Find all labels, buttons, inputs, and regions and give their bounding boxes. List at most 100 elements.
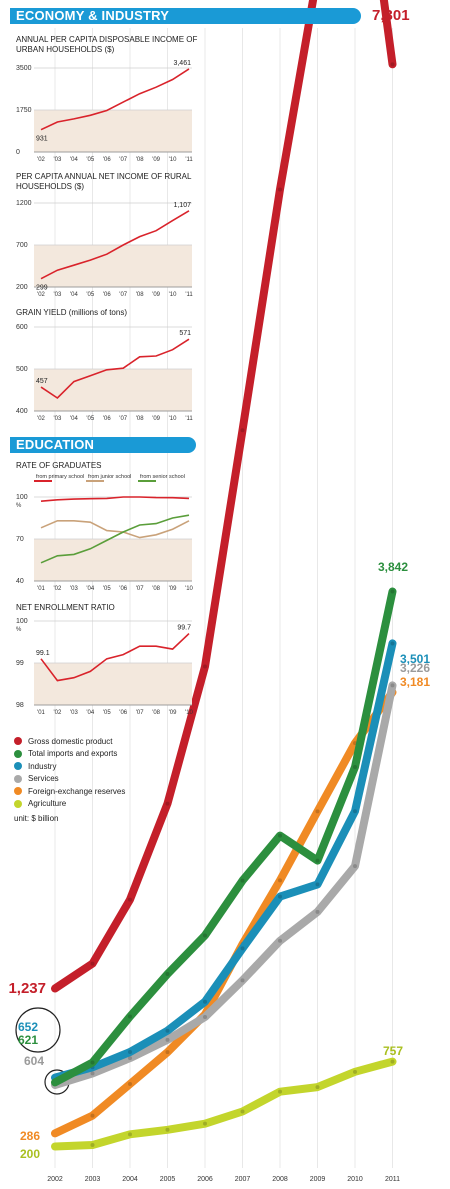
mini-y-tick-label: 100 bbox=[16, 494, 28, 501]
mini-x-tick-label: '06 bbox=[103, 292, 111, 298]
mini-x-tick-label: '09 bbox=[152, 157, 160, 163]
mini-x-tick-label: '06 bbox=[103, 157, 111, 163]
mini-x-tick-label: '10 bbox=[185, 710, 193, 716]
mini-x-tick-label: '03 bbox=[54, 292, 62, 298]
mini-chart-graduates bbox=[34, 496, 192, 582]
mini-x-tick-label: '08 bbox=[136, 416, 144, 422]
legend-swatch-reserves bbox=[14, 787, 22, 796]
mini-series-line bbox=[40, 210, 190, 280]
mini-x-tick-label: '11 bbox=[185, 416, 193, 422]
mini-x-tick-label: '09 bbox=[169, 586, 177, 592]
mini-y-tick-label: 1750 bbox=[16, 107, 32, 114]
mini-x-tick-label: '08 bbox=[152, 710, 160, 716]
series-point bbox=[128, 1014, 132, 1019]
series-start-label: 604 bbox=[24, 1054, 44, 1068]
mini-shade bbox=[34, 663, 192, 705]
enrollment-title: NET ENROLLMENT RATIO bbox=[16, 603, 115, 612]
series-point bbox=[90, 1113, 95, 1118]
series-line-1 bbox=[51, 587, 397, 1087]
series-point bbox=[315, 809, 320, 814]
graduates-title: RATE OF GRADUATES bbox=[16, 461, 102, 470]
mini-x-tick-label: '03 bbox=[70, 710, 78, 716]
series-point bbox=[203, 999, 207, 1004]
series-line-5 bbox=[51, 1057, 397, 1151]
mini-shade bbox=[34, 110, 192, 152]
series-start-label: 652 bbox=[18, 1020, 38, 1034]
series-end-label: 3,501 bbox=[400, 652, 430, 666]
series-point bbox=[240, 878, 245, 883]
legend-swatch-services bbox=[14, 774, 22, 783]
mini-y-unit: % bbox=[16, 503, 22, 509]
mini-x-tick-label: '09 bbox=[169, 710, 177, 716]
mini-x-tick-label: '08 bbox=[136, 292, 144, 298]
mini-x-tick-label: '10 bbox=[185, 586, 193, 592]
mini-y-tick-label: 1200 bbox=[16, 200, 32, 207]
legend-item-industry: Industry bbox=[14, 760, 125, 773]
mini-shade bbox=[34, 539, 192, 581]
mini-x-tick-label: '07 bbox=[136, 710, 144, 716]
series-point bbox=[278, 187, 282, 192]
series-point bbox=[203, 1014, 207, 1019]
mini-y-tick-label: 99 bbox=[16, 660, 24, 667]
rural-income-title: PER CAPITA ANNUAL NET INCOME OF RURAL HO… bbox=[16, 172, 192, 191]
legend-label: Services bbox=[28, 774, 59, 784]
series-end-label: 3,842 bbox=[378, 560, 408, 574]
series-point bbox=[128, 1050, 132, 1055]
series-point bbox=[278, 894, 282, 899]
mini-last-value-label: 99.7 bbox=[177, 625, 191, 632]
series-point bbox=[315, 882, 320, 887]
mini-x-tick-label: '04 bbox=[70, 416, 78, 422]
mini-x-tick-label: '09 bbox=[152, 292, 160, 298]
mini-x-tick-label: '05 bbox=[103, 586, 111, 592]
mini-x-tick-label: '10 bbox=[169, 157, 177, 163]
legend-label: Total imports and exports bbox=[28, 749, 118, 759]
graduates-legend-label: from primary school bbox=[36, 474, 84, 480]
series-point bbox=[90, 1071, 95, 1076]
series-point bbox=[353, 809, 357, 814]
mini-x-tick-label: '06 bbox=[103, 416, 111, 422]
mini-y-unit: % bbox=[16, 627, 22, 633]
main-x-tick-label: 2011 bbox=[385, 1176, 400, 1183]
mini-x-tick-label: '04 bbox=[70, 157, 78, 163]
mini-x-tick-label: '11 bbox=[185, 292, 193, 298]
unit-label: unit: $ billion bbox=[14, 814, 59, 823]
mini-series-line bbox=[40, 68, 190, 131]
mini-y-tick-label: 0 bbox=[16, 149, 20, 156]
mini-shade bbox=[34, 369, 192, 411]
mini-x-tick-label: '02 bbox=[37, 157, 45, 163]
series-end-label: 757 bbox=[383, 1044, 403, 1058]
mini-y-tick-label: 40 bbox=[16, 578, 24, 585]
series-end-label: 3,226 bbox=[400, 661, 430, 675]
mini-x-tick-label: '06 bbox=[119, 586, 127, 592]
graduates-legend-label: from junior school bbox=[88, 474, 131, 480]
series-line-3 bbox=[51, 681, 397, 1089]
series-point bbox=[390, 589, 395, 594]
series-point bbox=[90, 1142, 95, 1147]
mini-chart-enrollment bbox=[34, 620, 192, 706]
series-point bbox=[128, 897, 132, 902]
mini-y-tick-label: 700 bbox=[16, 242, 28, 249]
mini-series-line bbox=[40, 633, 190, 682]
urban-income-title: ANNUAL PER CAPITA DISPOSABLE INCOME OF U… bbox=[16, 35, 198, 54]
main-x-tick-label: 2003 bbox=[85, 1176, 101, 1183]
mini-x-tick-label: '03 bbox=[70, 586, 78, 592]
main-x-tick-label: 2002 bbox=[47, 1176, 63, 1183]
mini-x-tick-label: '02 bbox=[54, 586, 62, 592]
legend-swatch-industry bbox=[14, 762, 22, 771]
mini-y-tick-label: 98 bbox=[16, 702, 24, 709]
series-point bbox=[165, 972, 170, 977]
mini-x-tick-label: '07 bbox=[119, 157, 127, 163]
mini-first-value-label: 299 bbox=[36, 285, 48, 292]
series-point bbox=[278, 1089, 282, 1094]
mini-x-tick-label: '07 bbox=[119, 416, 127, 422]
mini-x-tick-label: '08 bbox=[152, 586, 160, 592]
mini-series-line-1 bbox=[40, 520, 190, 539]
legend-swatch-trade bbox=[14, 749, 22, 758]
mini-x-tick-label: '09 bbox=[152, 416, 160, 422]
mini-shade bbox=[34, 245, 192, 287]
main-x-tick-label: 2007 bbox=[235, 1176, 251, 1183]
series-point bbox=[278, 878, 282, 883]
mini-x-tick-label: '03 bbox=[54, 416, 62, 422]
mini-last-value-label: 571 bbox=[179, 330, 191, 337]
